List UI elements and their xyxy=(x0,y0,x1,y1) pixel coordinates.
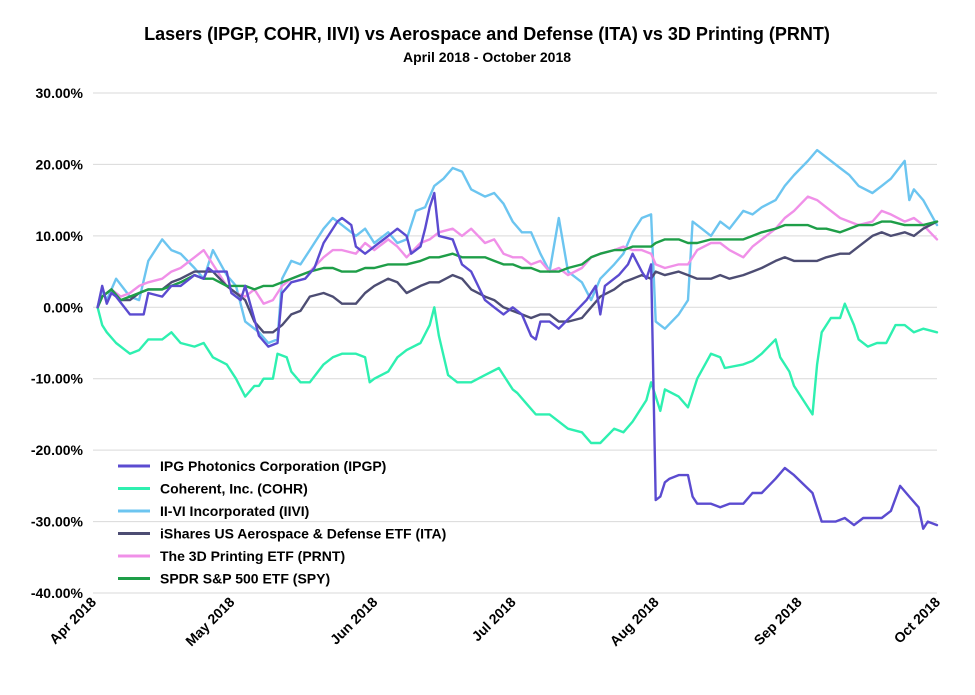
x-tick-label: Jun 2018 xyxy=(327,594,381,648)
x-axis-ticks: Apr 2018 May 2018 Jun 2018 Jul 2018 Aug 2018… xyxy=(46,594,943,650)
y-axis-ticks: 30.00% 20.00% 10.00% 0.00% -10.00% -20.00% -30… xyxy=(31,85,84,601)
x-tick-label: May 2018 xyxy=(182,594,237,649)
y-tick-label: 10.00% xyxy=(36,228,84,244)
y-tick-label: 0.00% xyxy=(43,299,83,315)
series-line-3 xyxy=(96,220,939,334)
legend-label: iShares US Aerospace & Defense ETF (ITA) xyxy=(160,526,446,542)
series-line-5 xyxy=(96,220,939,309)
x-tick-label: Oct 2018 xyxy=(891,594,944,647)
y-tick-label: -20.00% xyxy=(31,442,84,458)
legend-label: IPG Photonics Corporation (IPGP) xyxy=(160,458,386,474)
y-tick-label: 20.00% xyxy=(36,156,84,172)
x-tick-label: Apr 2018 xyxy=(46,594,99,647)
y-tick-label: -40.00% xyxy=(31,585,84,601)
series-line-0 xyxy=(96,191,939,530)
legend: IPG Photonics Corporation (IPGP) Coherent… xyxy=(118,458,446,587)
y-tick-label: -10.00% xyxy=(31,371,84,387)
legend-label: SPDR S&P 500 ETF (SPY) xyxy=(160,571,330,587)
series-line-2 xyxy=(96,148,939,345)
chart-subtitle: April 2018 - October 2018 xyxy=(403,49,571,65)
x-tick-label: Sep 2018 xyxy=(751,594,805,648)
legend-label: Coherent, Inc. (COHR) xyxy=(160,481,308,497)
x-tick-label: Aug 2018 xyxy=(606,594,661,649)
series-line-1 xyxy=(96,302,939,445)
legend-label: II-VI Incorporated (IIVI) xyxy=(160,503,309,519)
gridlines xyxy=(93,92,937,594)
y-tick-label: -30.00% xyxy=(31,514,84,530)
chart-title: Lasers (IPGP, COHR, IIVI) vs Aerospace a… xyxy=(144,24,830,44)
series-line-4 xyxy=(96,195,939,309)
y-tick-label: 30.00% xyxy=(36,85,84,101)
legend-label: The 3D Printing ETF (PRNT) xyxy=(160,548,345,564)
x-tick-label: Jul 2018 xyxy=(468,594,519,645)
series-lines xyxy=(96,148,939,530)
